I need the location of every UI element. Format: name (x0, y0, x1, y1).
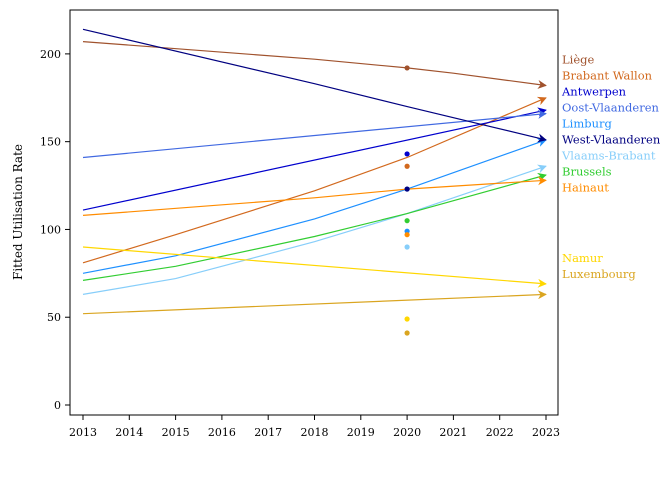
x-tick-label: 2020 (393, 426, 421, 439)
observed-point-west-vlaanderen (404, 186, 410, 192)
y-tick-label: 200 (40, 48, 61, 61)
x-tick-label: 2013 (69, 426, 97, 439)
legend-item-vlaams-brabant: Vlaams-Brabant (561, 148, 656, 162)
plot-frame (69, 9, 559, 416)
y-axis: 0 50 100 150 200 (40, 48, 70, 412)
x-tick-label: 2023 (532, 426, 560, 439)
x-tick-label: 2016 (208, 426, 236, 439)
series-line-luxembourg (82, 290, 547, 315)
series-line-vlaams-brabant (82, 164, 547, 295)
series-line-oost-vlaanderen (82, 109, 547, 159)
x-tick-label: 2015 (162, 426, 190, 439)
series-layer (82, 28, 547, 315)
observed-point-li-ge (404, 65, 410, 71)
x-tick-label: 2021 (439, 426, 467, 439)
legend-item-brussels: Brussels (562, 164, 612, 178)
series-line-antwerpen (82, 107, 547, 211)
y-tick-label: 0 (54, 399, 61, 412)
observed-point-luxembourg (404, 330, 410, 336)
legend-item-li-ge: Liège (562, 52, 594, 66)
series-line-li-ge (82, 41, 547, 89)
series-line-limburg (82, 138, 547, 274)
legend-item-brabant-wallon: Brabant Wallon (562, 68, 653, 82)
legend-item-antwerpen: Antwerpen (561, 84, 627, 98)
y-tick-label: 150 (40, 136, 61, 149)
legend-item-oost-vlaanderen: Oost-Vlaanderen (562, 100, 659, 114)
legend-item-hainaut: Hainaut (562, 180, 609, 194)
legend: Liège Brabant Wallon Antwerpen Oost-Vlaande… (561, 52, 661, 280)
observed-point-brabant-wallon (404, 163, 410, 169)
x-tick-label: 2017 (254, 426, 282, 439)
legend-item-luxembourg: Luxembourg (562, 267, 636, 281)
observed-points (404, 65, 410, 336)
observed-point-namur (404, 316, 410, 322)
x-tick-label: 2019 (347, 426, 375, 439)
observed-point-hainaut (404, 232, 410, 238)
series-line-west-vlaanderen (82, 28, 547, 143)
series-line-brussels (82, 172, 547, 281)
legend-item-namur: Namur (562, 251, 603, 265)
y-tick-label: 50 (47, 311, 61, 324)
observed-point-antwerpen (404, 151, 410, 157)
x-tick-label: 2014 (115, 426, 143, 439)
x-tick-label: 2018 (301, 426, 329, 439)
series-line-hainaut (82, 176, 547, 216)
y-tick-label: 100 (40, 223, 61, 236)
observed-point-vlaams-brabant (404, 244, 410, 250)
y-axis-title: Fitted Utilisation Rate (11, 144, 25, 280)
series-line-namur (82, 246, 547, 288)
series-line-brabant-wallon (82, 96, 547, 264)
legend-item-limburg: Limburg (562, 116, 612, 130)
legend-item-west-vlaanderen: West-Vlaanderen (562, 132, 661, 146)
x-axis: 2013 2014 2015 2016 2017 2018 2019 2020 2021 2022… (69, 415, 560, 439)
x-tick-label: 2022 (486, 426, 514, 439)
observed-point-brussels (404, 218, 410, 224)
